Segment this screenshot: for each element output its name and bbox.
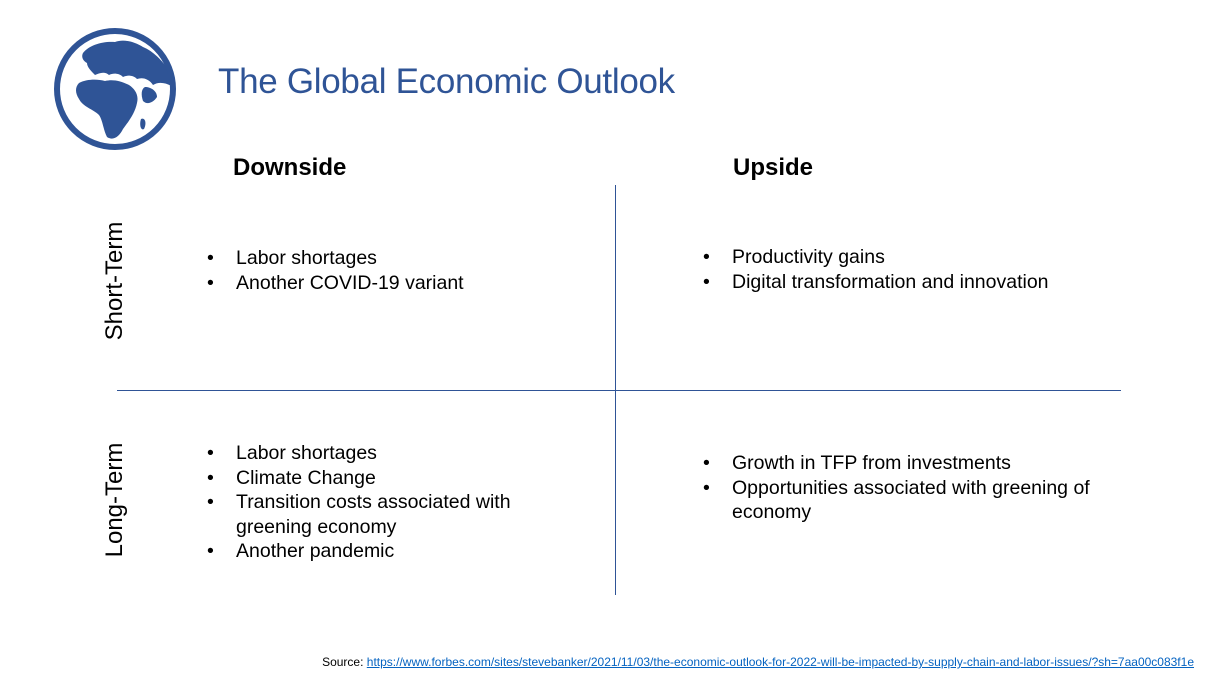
long-term-downside-list: Labor shortages Climate Change Transitio… — [207, 441, 552, 564]
row-header-long-term: Long-Term — [101, 442, 128, 558]
page-title: The Global Economic Outlook — [218, 62, 675, 101]
list-item: Growth in TFP from investments — [703, 451, 1098, 476]
list-item: Another pandemic — [207, 539, 552, 564]
list-item: Labor shortages — [207, 246, 547, 271]
list-item: Another COVID-19 variant — [207, 271, 547, 296]
column-header-upside: Upside — [733, 154, 814, 181]
list-item: Digital transformation and innovation — [703, 270, 1103, 295]
row-header-short-term: Short-Term — [101, 221, 128, 341]
short-term-upside-list: Productivity gains Digital transformatio… — [703, 245, 1103, 294]
source-citation: Source: https://www.forbes.com/sites/ste… — [322, 655, 1194, 669]
list-item: Climate Change — [207, 466, 552, 491]
short-term-downside-list: Labor shortages Another COVID-19 variant — [207, 246, 547, 295]
horizontal-divider — [117, 390, 1121, 391]
list-item: Opportunities associated with greening o… — [703, 476, 1098, 525]
source-label: Source: — [322, 655, 367, 669]
list-item: Productivity gains — [703, 245, 1103, 270]
globe-icon — [54, 28, 176, 150]
source-link[interactable]: https://www.forbes.com/sites/stevebanker… — [366, 655, 1194, 669]
long-term-upside-list: Growth in TFP from investments Opportuni… — [703, 451, 1098, 525]
list-item: Labor shortages — [207, 441, 552, 466]
list-item: Transition costs associated with greenin… — [207, 490, 552, 539]
column-header-downside: Downside — [233, 154, 347, 181]
